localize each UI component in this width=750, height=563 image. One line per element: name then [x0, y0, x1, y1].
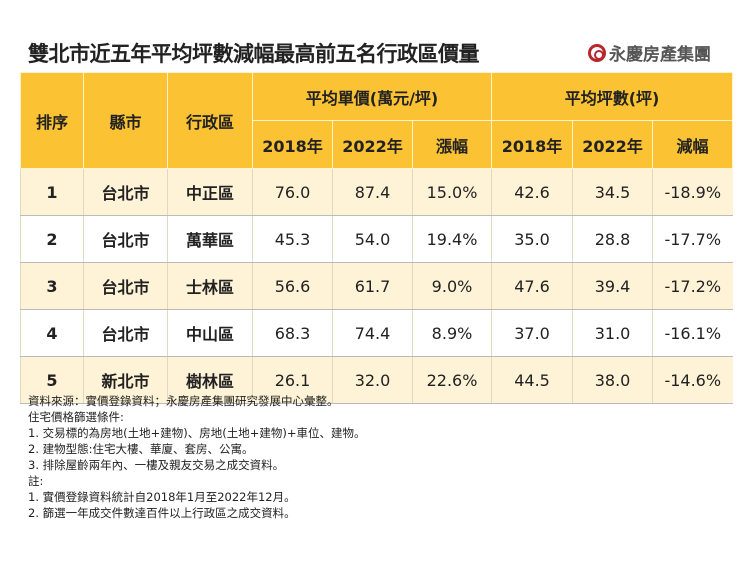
brand-logo: 永慶房產集團 [588, 40, 711, 65]
cell-schg: -14.6% [652, 356, 733, 404]
cell-city: 台北市 [83, 309, 168, 357]
cell-p2022: 61.7 [332, 262, 413, 310]
cell-district: 士林區 [167, 262, 253, 310]
cell-schg: -18.9% [652, 168, 733, 216]
logo-text: 永慶房產集團 [609, 45, 711, 65]
cell-rank: 1 [20, 168, 84, 216]
cell-city: 新北市 [83, 356, 168, 404]
header-size-2018: 2018年 [491, 120, 574, 169]
note-line: 1. 實價登錄資料統計自2018年1月至2022年12月。 [28, 490, 296, 504]
cell-pchg: 8.9% [411, 309, 492, 357]
note-line: 2. 篩選一年成交件數達百件以上行政區之成交資料。 [28, 506, 296, 520]
header-rank: 排序 [20, 72, 84, 169]
cell-p2018: 26.1 [252, 356, 333, 404]
table-row: 5 新北市 樹林區 26.1 32.0 22.6% 44.5 38.0 -14.6% [20, 356, 733, 404]
data-table: 排序 縣市 行政區 平均單價(萬元/坪) 平均坪數(坪) 2018年 2022年 漲幅 201… [20, 72, 734, 404]
cell-district: 萬華區 [167, 215, 253, 263]
cell-pchg: 22.6% [411, 356, 492, 404]
cell-district: 中山區 [167, 309, 253, 357]
cell-s2018: 35.0 [491, 215, 573, 263]
cell-s2022: 39.4 [572, 262, 653, 310]
table-row: 4 台北市 中山區 68.3 74.4 8.9% 37.0 31.0 -16.1% [20, 309, 733, 357]
cell-p2022: 87.4 [332, 168, 413, 216]
cell-p2022: 32.0 [332, 356, 413, 404]
cell-s2018: 44.5 [491, 356, 573, 404]
note-line: 3. 排除屋齡兩年內、一樓及親友交易之成交資料。 [28, 458, 285, 472]
table-row: 2 台北市 萬華區 45.3 54.0 19.4% 35.0 28.8 -17.7% [20, 215, 733, 263]
header-size-group: 平均坪數(坪) [491, 72, 734, 121]
cell-s2018: 47.6 [491, 262, 573, 310]
cell-pchg: 19.4% [411, 215, 492, 263]
cell-pchg: 9.0% [411, 262, 492, 310]
header-price-group: 平均單價(萬元/坪) [251, 72, 493, 121]
header-price-2022: 2022年 [332, 120, 413, 169]
cell-s2018: 37.0 [491, 309, 573, 357]
header-district: 行政區 [167, 72, 253, 169]
cell-rank: 5 [20, 356, 84, 404]
cell-pchg: 15.0% [411, 168, 492, 216]
cell-rank: 3 [20, 262, 84, 310]
cell-p2022: 54.0 [332, 215, 413, 263]
table-row: 3 台北市 士林區 56.6 61.7 9.0% 47.6 39.4 -17.2% [20, 262, 733, 310]
cell-city: 台北市 [83, 262, 168, 310]
cell-district: 中正區 [167, 168, 253, 216]
cell-s2022: 34.5 [572, 168, 653, 216]
note-line: 1. 交易標的為房地(土地+建物)、房地(土地+建物)+車位、建物。 [28, 426, 366, 440]
cell-rank: 2 [20, 215, 84, 263]
header-city: 縣市 [83, 72, 168, 169]
note-line: 住宅價格篩選條件: [28, 410, 124, 424]
table-row: 1 台北市 中正區 76.0 87.4 15.0% 42.6 34.5 -18.9% [20, 168, 733, 216]
cell-s2022: 28.8 [572, 215, 653, 263]
cell-s2022: 31.0 [572, 309, 653, 357]
note-line: 資料來源：實價登錄資料；永慶房產集團研究發展中心彙整。 [28, 394, 339, 408]
cell-schg: -17.2% [652, 262, 733, 310]
cell-schg: -17.7% [652, 215, 733, 263]
cell-p2018: 76.0 [252, 168, 333, 216]
header-size-2022: 2022年 [572, 120, 654, 169]
logo-icon [588, 43, 606, 62]
footnotes: 資料來源：實價登錄資料；永慶房產集團研究發展中心彙整。 住宅價格篩選條件: 1. 交… [28, 393, 365, 521]
cell-p2022: 74.4 [332, 309, 413, 357]
header-price-change: 漲幅 [411, 120, 493, 169]
cell-s2022: 38.0 [572, 356, 653, 404]
header-size-change: 減幅 [652, 120, 734, 169]
cell-district: 樹林區 [167, 356, 253, 404]
cell-p2018: 45.3 [252, 215, 333, 263]
header-price-2018: 2018年 [252, 120, 333, 169]
page-title: 雙北市近五年平均坪數減幅最高前五名行政區價量 [28, 42, 480, 66]
note-line: 2. 建物型態:住宅大樓、華廈、套房、公寓。 [28, 442, 254, 456]
cell-p2018: 56.6 [252, 262, 333, 310]
cell-city: 台北市 [83, 215, 168, 263]
cell-p2018: 68.3 [252, 309, 333, 357]
cell-rank: 4 [20, 309, 84, 357]
cell-schg: -16.1% [652, 309, 733, 357]
cell-s2018: 42.6 [491, 168, 573, 216]
note-line: 註: [28, 474, 44, 488]
cell-city: 台北市 [83, 168, 168, 216]
